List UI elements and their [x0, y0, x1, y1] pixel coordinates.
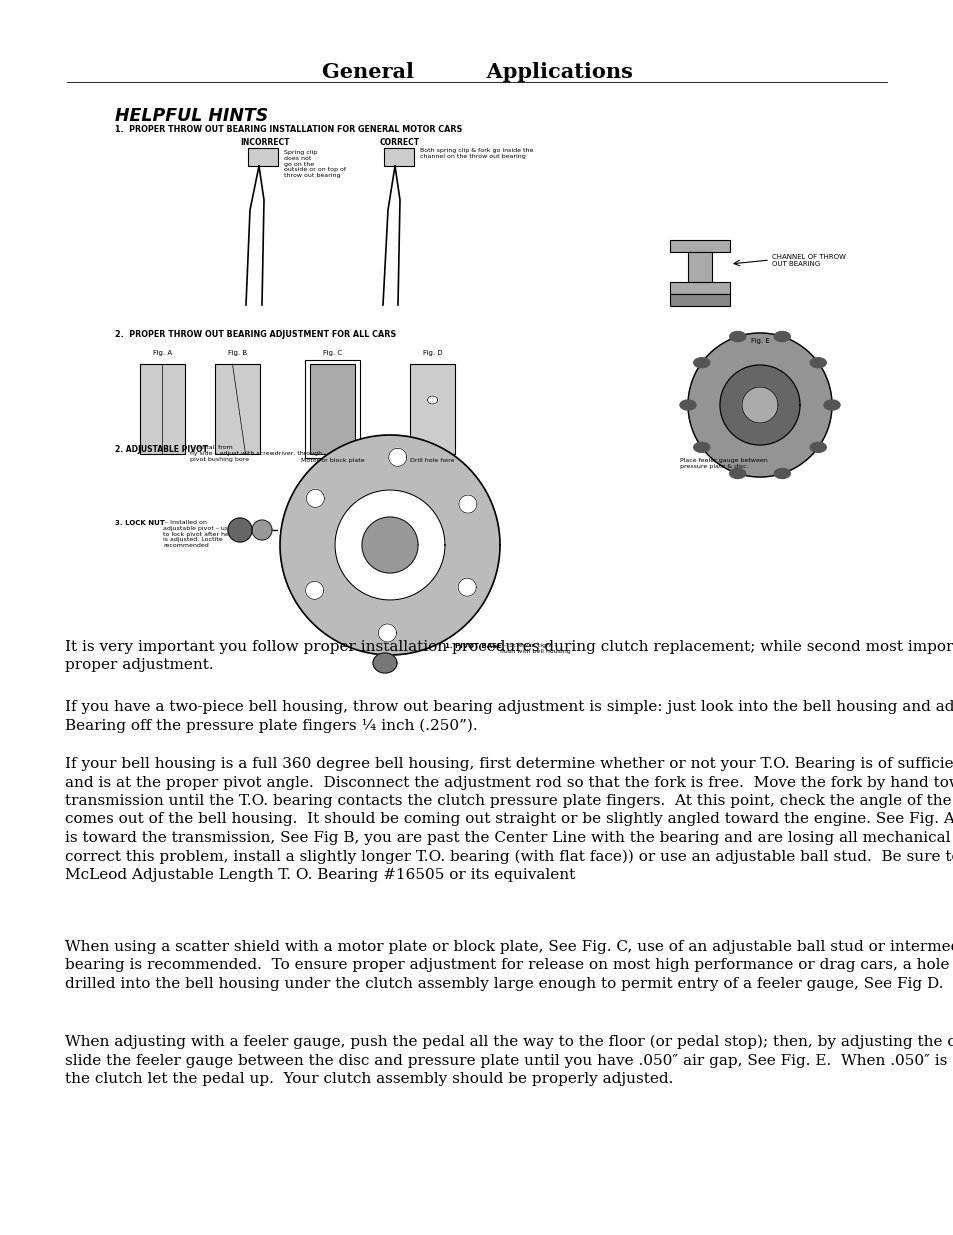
- Polygon shape: [774, 331, 789, 342]
- Text: – Screw in tight –
flush with bell housing: – Screw in tight – flush with bell housi…: [499, 643, 570, 653]
- Bar: [140, 364, 185, 454]
- Text: Motor or block plate: Motor or block plate: [300, 458, 364, 463]
- Polygon shape: [306, 489, 324, 508]
- Bar: [214, 364, 260, 454]
- Text: – Install from
fly side – adjust with screwdriver, through
pivot bushing bore: – Install from fly side – adjust with sc…: [190, 445, 322, 462]
- Text: Fig. C: Fig. C: [323, 350, 342, 356]
- Text: and is at the proper pivot angle.  Disconnect the adjustment rod so that the for: and is at the proper pivot angle. Discon…: [65, 776, 953, 789]
- Text: CORRECT: CORRECT: [379, 138, 419, 147]
- Bar: [687, 252, 711, 282]
- Text: McLeod Adjustable Length T. O. Bearing #16505 or its equivalent: McLeod Adjustable Length T. O. Bearing #…: [65, 868, 575, 882]
- Polygon shape: [823, 400, 840, 410]
- Text: If you have a two-piece bell housing, throw out bearing adjustment is simple: ju: If you have a two-piece bell housing, th…: [65, 700, 953, 714]
- Polygon shape: [388, 448, 406, 467]
- Text: drilled into the bell housing under the clutch assembly large enough to permit e: drilled into the bell housing under the …: [65, 977, 943, 990]
- Text: Fig. B: Fig. B: [228, 350, 247, 356]
- Bar: [669, 282, 729, 294]
- Text: slide the feeler gauge between the disc and pressure plate until you have .050″ : slide the feeler gauge between the disc …: [65, 1053, 953, 1067]
- Text: – Installed on
adjustable pivot – used
to lock pivot after height
is adjusted. L: – Installed on adjustable pivot – used t…: [163, 520, 241, 548]
- Text: Bearing off the pressure plate fingers ¼ inch (.250”).: Bearing off the pressure plate fingers ¼…: [65, 719, 477, 732]
- Text: 2.  PROPER THROW OUT BEARING ADJUSTMENT FOR ALL CARS: 2. PROPER THROW OUT BEARING ADJUSTMENT F…: [115, 330, 395, 338]
- Bar: [310, 364, 355, 454]
- Polygon shape: [693, 358, 709, 368]
- Polygon shape: [335, 490, 444, 600]
- Polygon shape: [720, 366, 800, 445]
- Text: correct this problem, install a slightly longer T.O. bearing (with flat face)) o: correct this problem, install a slightly…: [65, 850, 953, 864]
- Text: INCORRECT: INCORRECT: [240, 138, 290, 147]
- Text: Spring clip
does not
go on the
outside or on top of
throw out bearing: Spring clip does not go on the outside o…: [284, 149, 346, 178]
- Text: If your bell housing is a full 360 degree bell housing, first determine whether : If your bell housing is a full 360 degre…: [65, 757, 953, 771]
- Text: 2. ADJUSTABLE PIVOT: 2. ADJUSTABLE PIVOT: [115, 445, 208, 454]
- Text: bearing is recommended.  To ensure proper adjustment for release on most high pe: bearing is recommended. To ensure proper…: [65, 958, 953, 972]
- Text: It is very important you follow proper installation procedures during clutch rep: It is very important you follow proper i…: [65, 640, 953, 655]
- Bar: [384, 148, 414, 165]
- Bar: [248, 148, 277, 165]
- Text: 1. PIVOT BASE: 1. PIVOT BASE: [444, 643, 501, 650]
- Text: is toward the transmission, See Fig B, you are past the Center Line with the bea: is toward the transmission, See Fig B, y…: [65, 831, 953, 845]
- Polygon shape: [774, 468, 789, 478]
- Polygon shape: [741, 387, 778, 424]
- Text: Fig. E: Fig. E: [750, 338, 768, 345]
- Polygon shape: [809, 442, 825, 452]
- Text: the clutch let the pedal up.  Your clutch assembly should be properly adjusted.: the clutch let the pedal up. Your clutch…: [65, 1072, 673, 1086]
- Polygon shape: [228, 517, 252, 542]
- Polygon shape: [809, 358, 825, 368]
- Polygon shape: [373, 653, 396, 673]
- Polygon shape: [457, 578, 476, 597]
- Polygon shape: [729, 468, 745, 478]
- Text: General          Applications: General Applications: [321, 62, 632, 82]
- Text: HELPFUL HINTS: HELPFUL HINTS: [115, 107, 268, 125]
- Polygon shape: [458, 495, 476, 513]
- Text: When adjusting with a feeler gauge, push the pedal all the way to the floor (or : When adjusting with a feeler gauge, push…: [65, 1035, 953, 1050]
- Polygon shape: [693, 442, 709, 452]
- Bar: [410, 364, 455, 454]
- Polygon shape: [729, 331, 745, 342]
- Text: Fig. A: Fig. A: [152, 350, 172, 356]
- Polygon shape: [687, 333, 831, 477]
- Bar: [305, 359, 359, 458]
- Text: CHANNEL OF THROW
OUT BEARING: CHANNEL OF THROW OUT BEARING: [771, 254, 845, 267]
- Text: Fig. D: Fig. D: [422, 350, 442, 356]
- Text: Place feeler gauge between
pressure plate & disc.: Place feeler gauge between pressure plat…: [679, 458, 767, 469]
- Text: 1.  PROPER THROW OUT BEARING INSTALLATION FOR GENERAL MOTOR CARS: 1. PROPER THROW OUT BEARING INSTALLATION…: [115, 125, 462, 135]
- Bar: [669, 240, 729, 252]
- Text: Drill hole here: Drill hole here: [410, 458, 455, 463]
- Polygon shape: [679, 400, 696, 410]
- Text: 3. LOCK NUT: 3. LOCK NUT: [115, 520, 165, 526]
- Polygon shape: [280, 435, 499, 655]
- Polygon shape: [305, 582, 323, 599]
- Polygon shape: [361, 517, 417, 573]
- Polygon shape: [252, 520, 272, 540]
- Text: transmission until the T.O. bearing contacts the clutch pressure plate fingers. : transmission until the T.O. bearing cont…: [65, 794, 953, 808]
- Text: comes out of the bell housing.  It should be coming out straight or be slightly : comes out of the bell housing. It should…: [65, 813, 953, 826]
- Text: When using a scatter shield with a motor plate or block plate, See Fig. C, use o: When using a scatter shield with a motor…: [65, 940, 953, 953]
- Polygon shape: [427, 396, 437, 404]
- Polygon shape: [378, 624, 396, 642]
- Bar: [669, 294, 729, 306]
- Text: Both spring clip & fork go inside the
channel on the throw out bearing: Both spring clip & fork go inside the ch…: [419, 148, 533, 159]
- Text: proper adjustment.: proper adjustment.: [65, 658, 213, 673]
